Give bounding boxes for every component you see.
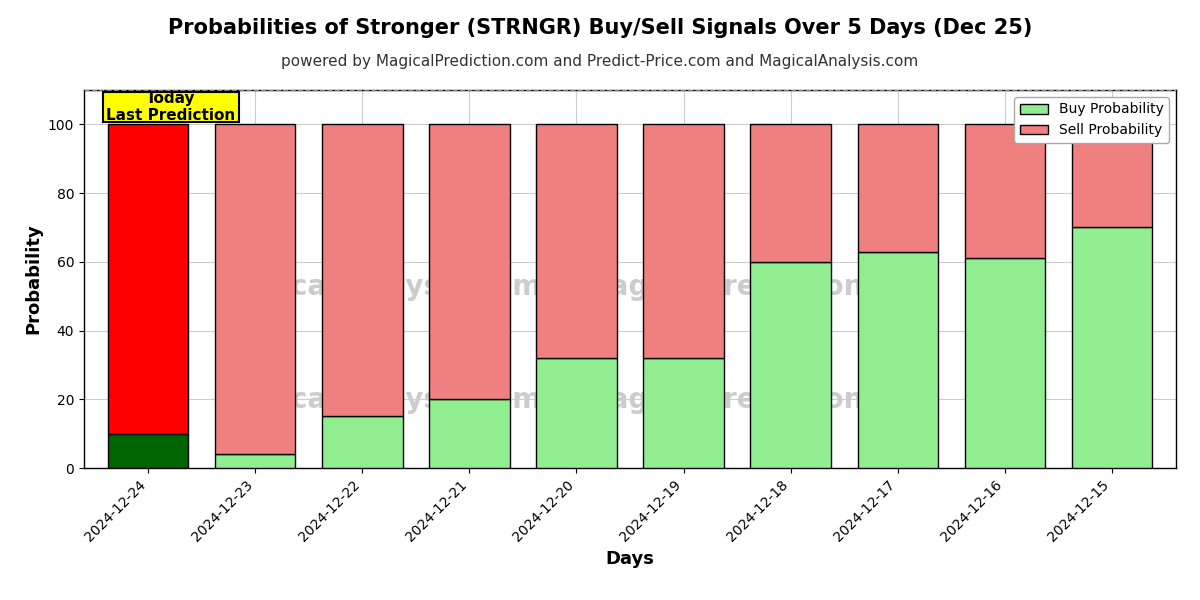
Bar bbox=[323, 416, 402, 468]
Bar bbox=[858, 251, 937, 468]
Bar bbox=[215, 454, 295, 468]
Bar bbox=[750, 124, 830, 262]
Bar bbox=[1072, 124, 1152, 227]
Bar bbox=[536, 124, 617, 358]
Bar bbox=[536, 358, 617, 468]
X-axis label: Days: Days bbox=[606, 550, 654, 568]
Bar bbox=[965, 124, 1045, 259]
Bar bbox=[323, 124, 402, 416]
Bar bbox=[858, 124, 937, 251]
Bar bbox=[108, 124, 188, 434]
Legend: Buy Probability, Sell Probability: Buy Probability, Sell Probability bbox=[1014, 97, 1169, 143]
Text: powered by MagicalPrediction.com and Predict-Price.com and MagicalAnalysis.com: powered by MagicalPrediction.com and Pre… bbox=[281, 54, 919, 69]
Text: Today
Last Prediction: Today Last Prediction bbox=[107, 91, 235, 123]
Bar bbox=[965, 259, 1045, 468]
Text: MagicalPrediction.com: MagicalPrediction.com bbox=[583, 272, 940, 301]
Bar bbox=[215, 124, 295, 454]
Text: MagicalAnalysis.com: MagicalAnalysis.com bbox=[216, 272, 542, 301]
Text: MagicalPrediction.com: MagicalPrediction.com bbox=[583, 386, 940, 414]
Bar bbox=[643, 358, 724, 468]
Bar bbox=[750, 262, 830, 468]
Text: Probabilities of Stronger (STRNGR) Buy/Sell Signals Over 5 Days (Dec 25): Probabilities of Stronger (STRNGR) Buy/S… bbox=[168, 18, 1032, 38]
Bar bbox=[430, 124, 510, 399]
Bar bbox=[1072, 227, 1152, 468]
Bar bbox=[108, 434, 188, 468]
Bar bbox=[430, 399, 510, 468]
FancyBboxPatch shape bbox=[103, 92, 239, 122]
Bar bbox=[643, 124, 724, 358]
Text: MagicalAnalysis.com: MagicalAnalysis.com bbox=[216, 386, 542, 414]
Y-axis label: Probability: Probability bbox=[24, 224, 42, 334]
